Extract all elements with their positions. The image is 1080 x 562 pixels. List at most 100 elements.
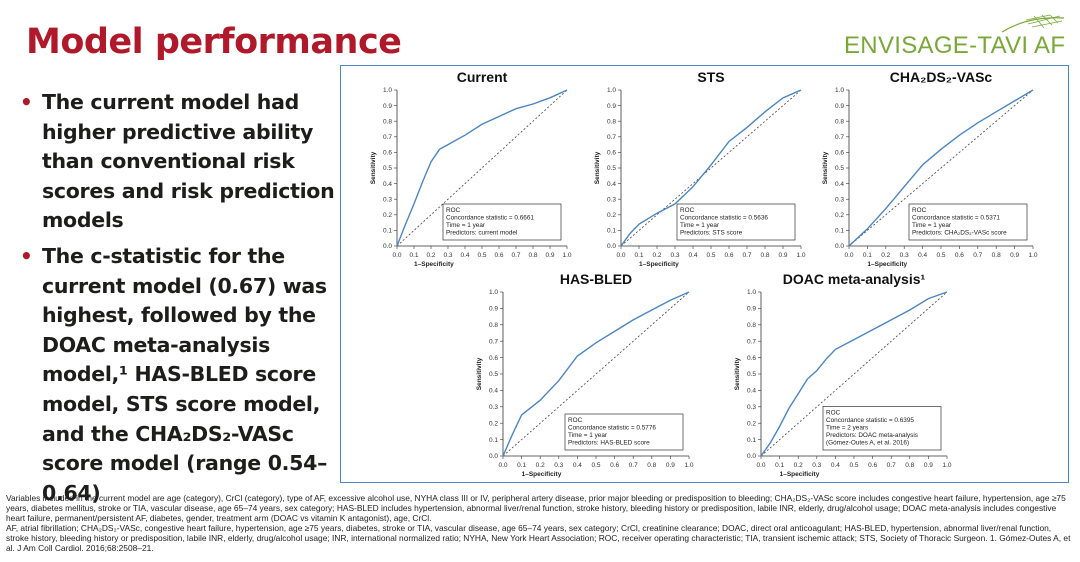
x-tick-label: 0.1 xyxy=(775,462,784,469)
legend-box xyxy=(676,203,796,241)
y-tick-label: 0.3 xyxy=(747,404,756,411)
x-tick-label: 0.5 xyxy=(706,252,715,259)
y-tick-label: 0.1 xyxy=(383,228,392,235)
chart-title: DOAC meta-analysis¹ xyxy=(783,271,926,287)
legend-text: ROC xyxy=(912,207,927,214)
x-tick-label: 0.2 xyxy=(426,252,435,259)
roc-figure-panel: Current 0.0 0.0 0.1 0.1 0.2 0.2 0.3 0.3 0.4 0.4 0.5… xyxy=(340,65,1069,483)
y-tick-label: 0.3 xyxy=(835,196,844,203)
y-tick-label: 0.0 xyxy=(383,243,392,250)
y-tick-label: 1.0 xyxy=(835,87,844,94)
chart-title: Current xyxy=(457,69,508,85)
y-tick-label: 0.6 xyxy=(747,355,756,362)
page-title: Model performance xyxy=(26,22,402,62)
x-tick-label: 0.7 xyxy=(973,252,982,259)
y-tick-label: 0.0 xyxy=(607,243,616,250)
y-tick-label: 0.9 xyxy=(489,306,498,313)
x-tick-label: 0.9 xyxy=(545,252,554,259)
y-tick-label: 0.6 xyxy=(835,150,844,157)
legend-text: Concordance statistic = 0.5636 xyxy=(680,215,768,222)
chart-title: STS xyxy=(697,69,724,85)
y-tick-label: 0.4 xyxy=(383,181,392,188)
x-tick-label: 0.5 xyxy=(591,462,600,469)
x-tick-label: 0.8 xyxy=(760,252,769,259)
y-tick-label: 0.8 xyxy=(489,322,498,329)
x-tick-label: 0.5 xyxy=(936,252,945,259)
x-tick-label: 0.0 xyxy=(756,462,765,469)
legend-text: Concordance statistic = 0.6661 xyxy=(446,215,534,222)
y-tick-label: 0.4 xyxy=(607,181,616,188)
legend-text: (Gómez-Outes A, et al. 2016) xyxy=(826,440,909,447)
x-tick-label: 0.2 xyxy=(794,462,803,469)
y-tick-label: 0.4 xyxy=(489,388,498,395)
legend-text: Time = 1 year xyxy=(680,222,720,229)
x-tick-label: 0.6 xyxy=(868,462,877,469)
roc-curve xyxy=(396,89,568,247)
y-axis-label: Sensitivity xyxy=(734,357,741,390)
x-tick-label: 0.3 xyxy=(812,462,821,469)
x-tick-label: 0.0 xyxy=(392,252,401,259)
reference-diagonal xyxy=(502,291,690,457)
y-tick-label: 0.5 xyxy=(489,371,498,378)
legend-text: Predictors: CHA₂DS₂-VASc score xyxy=(912,230,1007,237)
footnotes: Variables included in the current model … xyxy=(6,493,1074,554)
y-tick-label: 0.8 xyxy=(835,118,844,125)
y-tick-label: 0.7 xyxy=(835,134,844,141)
x-axis-label: 1–Specificity xyxy=(414,261,454,268)
x-tick-label: 0.4 xyxy=(573,462,582,469)
bullet-item: The c-statistic for the current model (0… xyxy=(16,242,346,508)
x-tick-label: 0.8 xyxy=(528,252,537,259)
y-tick-label: 0.2 xyxy=(607,212,616,219)
y-tick-label: 1.0 xyxy=(747,289,756,296)
x-tick-label: 1.0 xyxy=(562,252,571,259)
y-tick-label: 0.9 xyxy=(383,103,392,110)
x-tick-label: 0.8 xyxy=(992,252,1001,259)
y-tick-label: 0.3 xyxy=(607,196,616,203)
x-tick-label: 0.7 xyxy=(629,462,638,469)
legend-text: Time = 2 years xyxy=(826,425,868,432)
y-tick-label: 0.6 xyxy=(489,355,498,362)
x-tick-label: 1.0 xyxy=(942,462,951,469)
x-tick-label: 0.9 xyxy=(778,252,787,259)
y-tick-label: 0.4 xyxy=(835,181,844,188)
x-tick-label: 0.4 xyxy=(688,252,697,259)
legend-text: ROC xyxy=(680,207,695,214)
mesh-icon xyxy=(1001,14,1065,33)
y-tick-label: 0.8 xyxy=(383,118,392,125)
roc-charts: Current0.00.00.10.10.20.20.30.30.40.40.5… xyxy=(370,69,1038,478)
legend-text: Concordance statistic = 0.5776 xyxy=(568,425,656,432)
x-tick-label: 0.6 xyxy=(955,252,964,259)
y-tick-label: 0.5 xyxy=(835,165,844,172)
y-tick-label: 0.0 xyxy=(747,453,756,460)
y-tick-label: 0.2 xyxy=(747,420,756,427)
y-tick-label: 1.0 xyxy=(383,87,392,94)
roc-curve xyxy=(760,291,948,457)
reference-diagonal xyxy=(848,89,1034,247)
reference-diagonal xyxy=(760,291,948,457)
footnote-abbreviations: AF, atrial fibrillation; CHA₂DS₂-VASc, c… xyxy=(6,523,1071,554)
y-tick-label: 0.5 xyxy=(747,371,756,378)
x-tick-label: 0.7 xyxy=(742,252,751,259)
x-tick-label: 0.0 xyxy=(844,252,853,259)
x-tick-label: 1.0 xyxy=(684,462,693,469)
x-tick-label: 0.1 xyxy=(634,252,643,259)
x-tick-label: 1.0 xyxy=(1028,252,1037,259)
y-axis-label: Sensitivity xyxy=(822,151,829,184)
x-tick-label: 0.4 xyxy=(831,462,840,469)
chart-title: HAS-BLED xyxy=(560,271,632,287)
y-tick-label: 0.1 xyxy=(747,437,756,444)
y-tick-label: 0.6 xyxy=(607,150,616,157)
x-tick-label: 0.2 xyxy=(881,252,890,259)
bullet-list: The current model had higher predictive … xyxy=(16,88,346,514)
y-tick-label: 0.2 xyxy=(383,212,392,219)
y-tick-label: 0.1 xyxy=(489,437,498,444)
x-tick-label: 0.4 xyxy=(460,252,469,259)
x-tick-label: 0.4 xyxy=(918,252,927,259)
y-tick-label: 0.6 xyxy=(383,150,392,157)
legend-text: Time = 1 year xyxy=(568,432,608,439)
x-tick-label: 0.9 xyxy=(1010,252,1019,259)
x-tick-label: 0.9 xyxy=(666,462,675,469)
footnote-variables: Variables included in the current model … xyxy=(6,493,1066,524)
x-tick-label: 0.1 xyxy=(409,252,418,259)
y-tick-label: 1.0 xyxy=(489,289,498,296)
